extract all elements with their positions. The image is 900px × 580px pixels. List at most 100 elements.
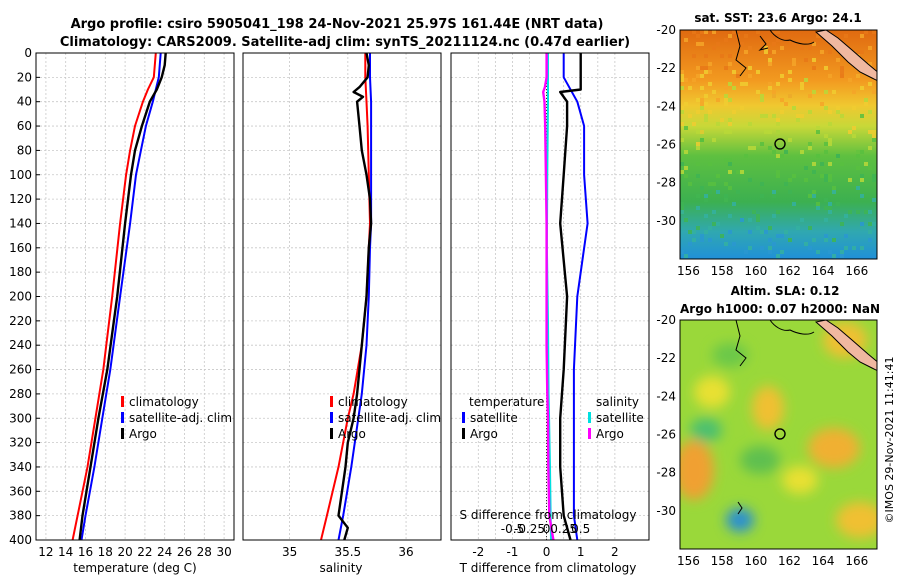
depth-tick-label: 380 [9,509,32,523]
depth-tick-label: 60 [17,119,32,133]
depth-tick-label: 80 [17,143,32,157]
difference-axes-frame [450,52,650,541]
temperature-lines [71,52,167,541]
series-line-s-argo [542,53,555,541]
x-tick-label: 36 [398,545,413,559]
salinity-difference-tick-labels: -0.5-0.250 0.250.5 [501,522,591,536]
depth-tick-label: 220 [9,314,32,328]
sst-map-title: sat. SST: 23.6 Argo: 24.1 [694,11,861,25]
legend-label-climatology: climatology [338,395,408,409]
latitude-tick-label: -24 [656,99,676,113]
longitude-tick-label: 162 [778,554,801,568]
new-caledonia-outline [814,30,877,82]
longitude-tick-label: 166 [845,264,868,278]
depth-tick-label: 400 [9,533,32,547]
x-tick-label: 22 [137,545,152,559]
x-tick-label: 18 [98,545,113,559]
s-tick-label: -0.25 [514,522,545,536]
s-tick-label: 0.25 [550,522,577,536]
salinity-legend: climatology satellite-adj. clim Argo [330,395,441,441]
depth-tick-label: 100 [9,168,32,182]
s-tick-label: 0 [543,522,551,536]
latitude-tick-label: -24 [656,389,676,403]
depth-tick-label: 240 [9,338,32,352]
legend-label-climatology: climatology [129,395,199,409]
difference-legend-salinity: salinity satellite Argo [588,395,644,441]
legend-label-satellite: satellite-adj. clim [129,411,232,425]
salinity-axes-frame [242,52,442,541]
temperature-difference-xlabel: T difference from climatology [459,561,637,575]
longitude-tick-label: 160 [744,264,767,278]
x-tick-label: 24 [157,545,172,559]
sst-field-texture [680,30,876,258]
x-tick-label: 35.5 [334,545,361,559]
depth-tick-label: 20 [17,70,32,84]
legend-swatch-s-satellite [588,412,591,423]
sla-map-panel: Altim. SLA: 0.12 Argo h1000: 0.07 h2000:… [656,284,880,568]
series-line-t-satellite [562,53,589,541]
sla-map-frame [679,319,878,550]
legend-swatch-climatology [330,396,333,407]
salinity-difference-xlabel: S difference from climatology [460,508,637,522]
sst-map-tick-labels: 156 158 160 162 164 166 -20 -22 -24 -26 -28 -30 [656,23,868,278]
legend-label-t-satellite: satellite [470,411,518,425]
reef-outline [758,35,769,51]
legend-swatch-climatology [121,396,124,407]
argo-location-marker [774,428,786,440]
legend-label-t-argo: Argo [470,427,498,441]
legend-swatch-t-satellite [462,412,465,423]
depth-tick-labels: 0 20 40 60 80 100 120 140 160 180 200 220 240 260 280 3… [9,46,40,547]
longitude-tick-label: 158 [711,264,734,278]
salinity-xlabel: salinity [319,561,362,575]
difference-legend-temperature: temperature satellite Argo [462,395,544,441]
depth-tick-label: 260 [9,363,32,377]
legend-label-argo: Argo [129,427,157,441]
legend-swatch-argo [121,428,124,439]
depth-tick-label: 360 [9,484,32,498]
series-line-t-argo [559,53,582,541]
longitude-tick-label: 164 [812,554,835,568]
depth-tick-label: 200 [9,290,32,304]
longitude-tick-label: 156 [677,554,700,568]
difference-panel: -2 -1 0 1 2 -0.5-0.250 0.250.5 S difference f… [450,52,650,575]
timestamp: ©IMOS 29-Nov-2021 11:41:41 [883,357,896,524]
legend-title-salinity: salinity [596,395,639,409]
legend-swatch-satellite [121,412,124,423]
salinity-tick-labels: 35 35.5 36 [282,545,414,559]
longitude-tick-label: 156 [677,264,700,278]
x-tick-label: 1 [577,545,585,559]
depth-tick-label: 340 [9,460,32,474]
longitude-tick-label: 166 [845,554,868,568]
sst-map-frame [679,29,878,260]
depth-tick-label: 0 [24,46,32,60]
salinity-lines [320,52,373,541]
series-line-argo [337,52,373,541]
legend-label-s-argo: Argo [596,427,624,441]
title-line-1: Argo profile: csiro 5905041_198 24-Nov-2… [71,17,604,32]
x-tick-label: 14 [58,545,73,559]
legend-label-s-satellite: satellite [596,411,644,425]
new-caledonia-outline [814,320,877,372]
depth-tick-label: 40 [17,95,32,109]
reef-outline [769,320,815,335]
depth-tick-label: 300 [9,411,32,425]
salinity-panel: 35 35.5 36 salinity climatology satellite-… [242,52,442,575]
latitude-tick-label: -26 [656,138,676,152]
latitude-tick-label: -30 [656,504,676,518]
legend-label-argo: Argo [338,427,366,441]
latitude-tick-label: -22 [656,351,676,365]
sla-map-tick-labels: 156 158 160 162 164 166 -20 -22 -24 -26 -28 -30 [656,313,868,568]
x-tick-label: 26 [177,545,192,559]
x-tick-label: 35 [282,545,297,559]
depth-tick-label: 320 [9,436,32,450]
latitude-tick-label: -22 [656,61,676,75]
legend-label-satellite: satellite-adj. clim [338,411,441,425]
x-tick-label: 28 [197,545,212,559]
x-tick-label: -1 [506,545,518,559]
x-tick-label: 0 [543,545,551,559]
sla-map-title-line-1: Altim. SLA: 0.12 [731,284,840,298]
reef-outline [737,501,743,515]
legend-swatch-t-argo [462,428,465,439]
latitude-tick-label: -26 [656,428,676,442]
